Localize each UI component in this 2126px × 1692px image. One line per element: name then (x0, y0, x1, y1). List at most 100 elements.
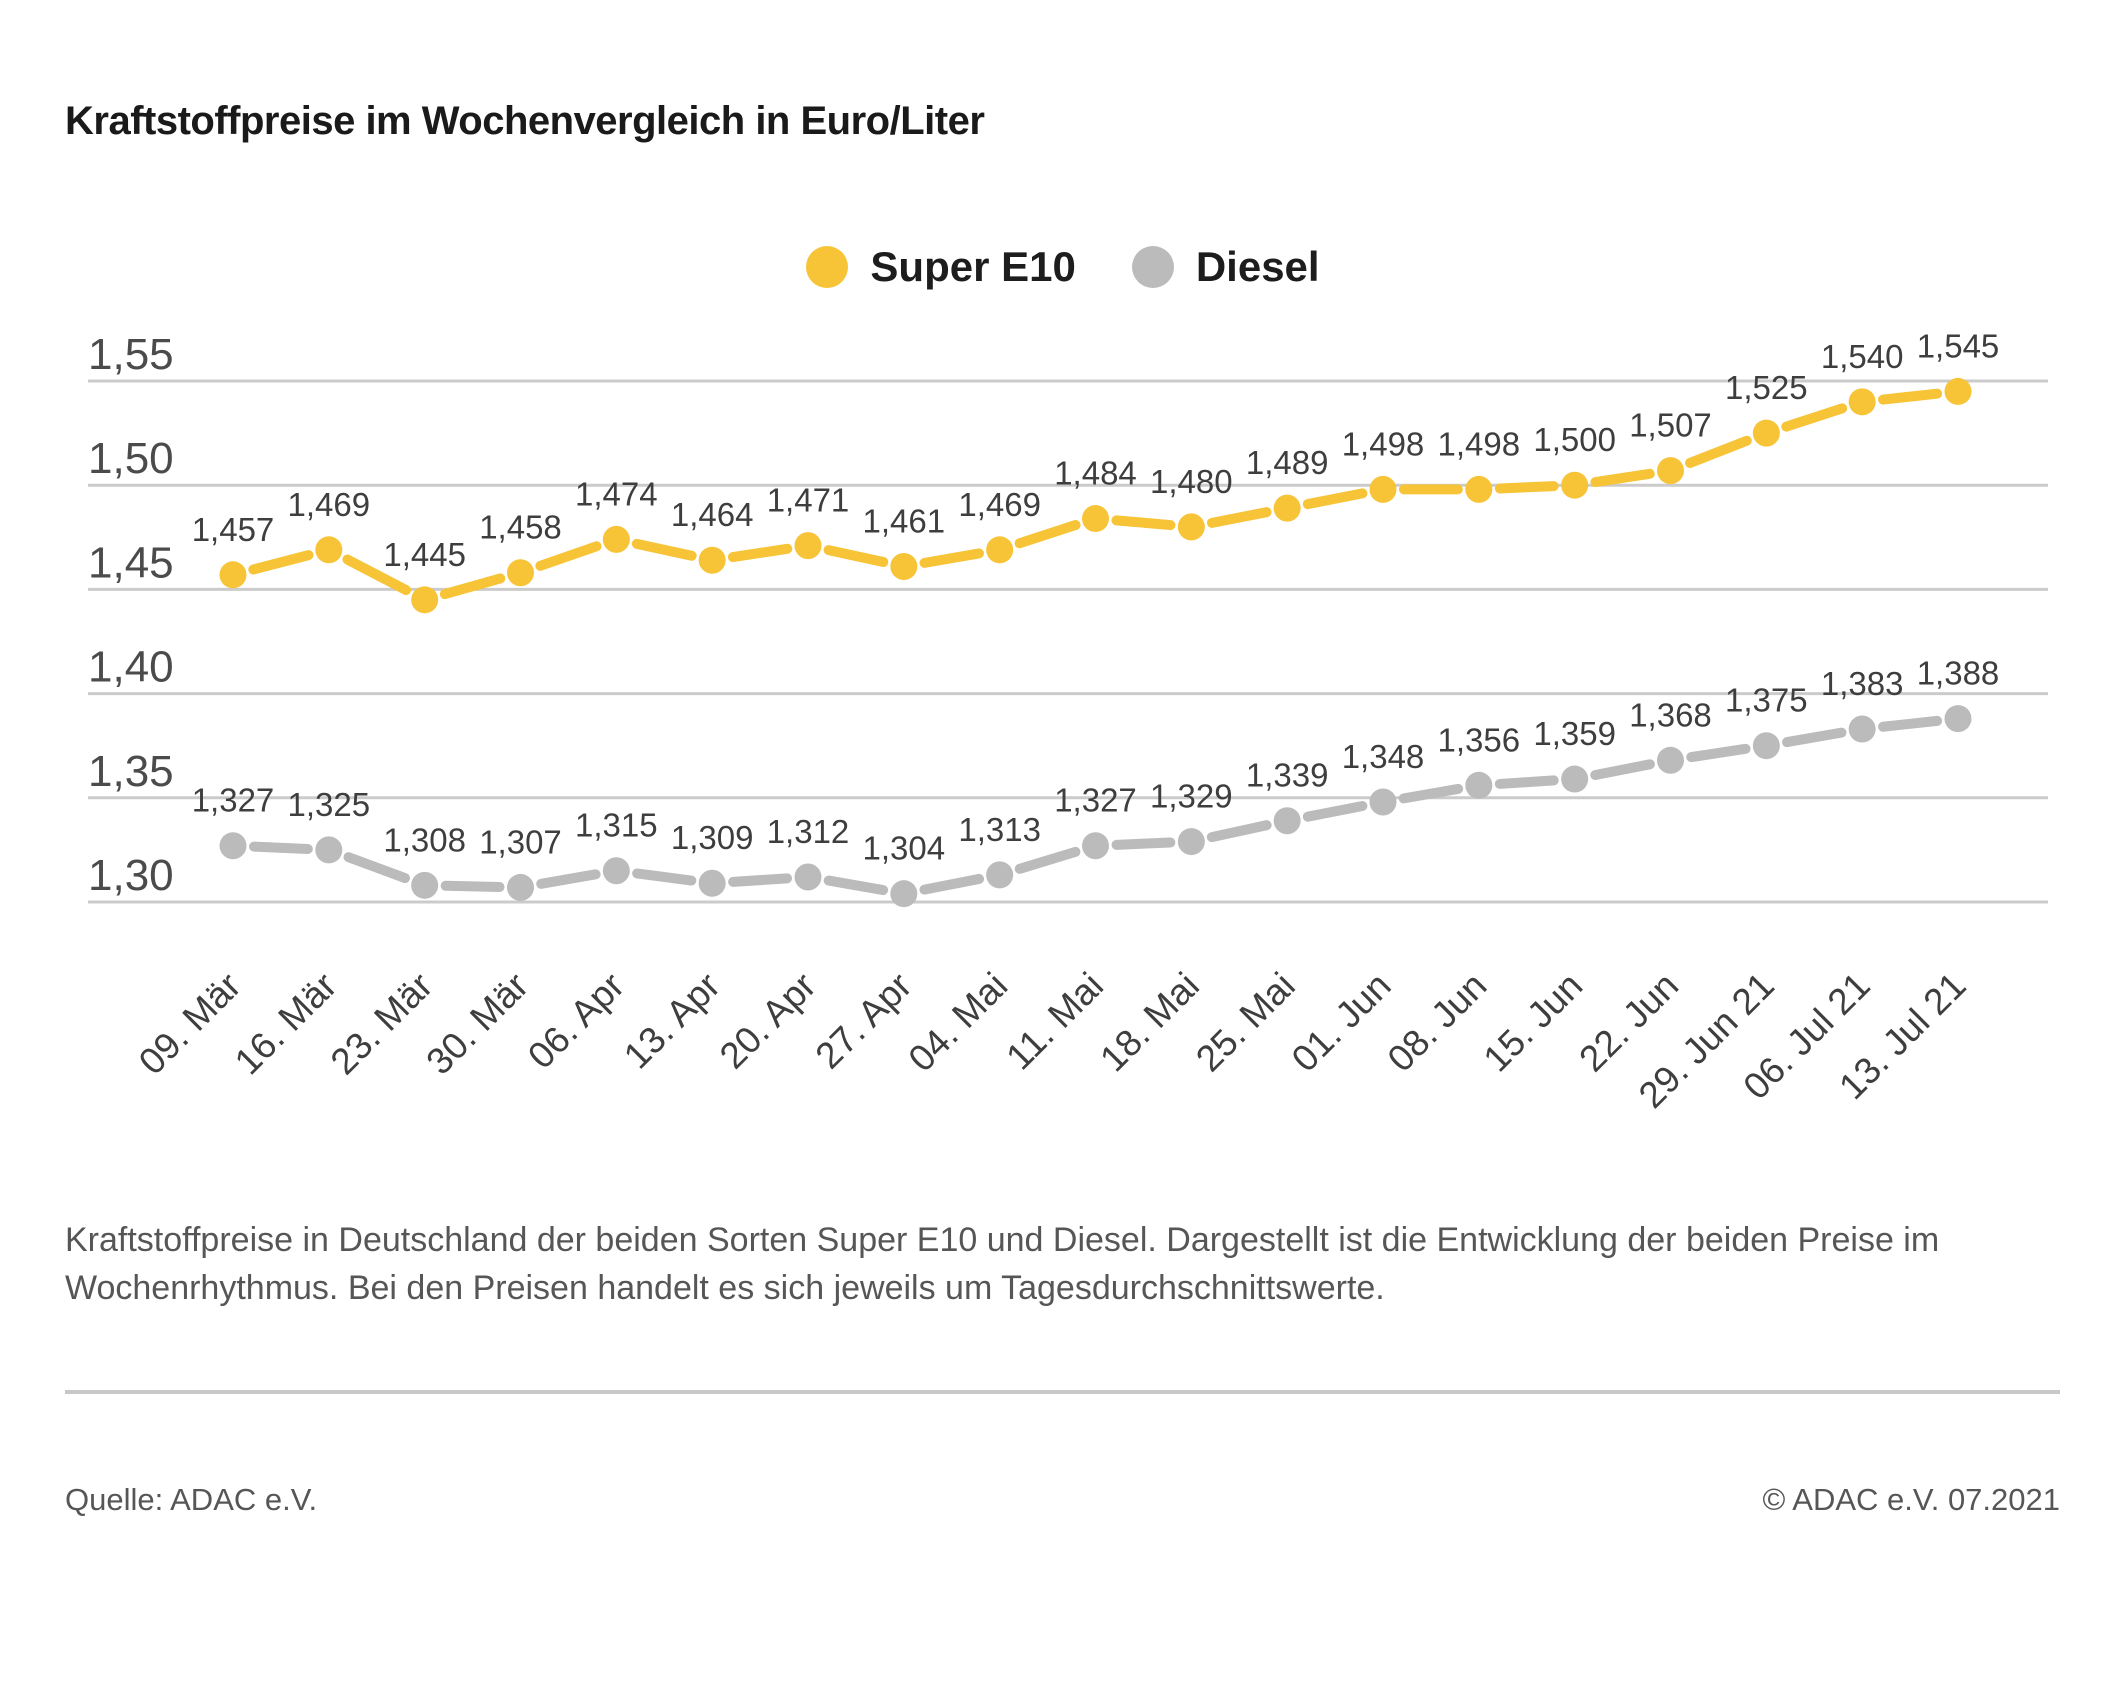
data-point-diesel (1657, 746, 1684, 774)
value-label-super-e10: 1,507 (1629, 407, 1712, 444)
series-diesel-segment (1111, 837, 1176, 850)
value-label-diesel: 1,312 (767, 813, 850, 850)
data-point-super-e10 (602, 525, 630, 553)
data-point-super-e10 (1177, 513, 1205, 541)
series-super-e10-segment (1590, 468, 1655, 488)
series-super-e10-segment (823, 545, 889, 568)
data-point-super-e10 (794, 532, 822, 560)
series-diesel-segment (632, 868, 697, 886)
x-tick-label: 25. Mai (1188, 965, 1303, 1080)
series-super-e10-segment (1685, 435, 1752, 468)
data-point-super-e10 (219, 561, 247, 589)
data-point-super-e10 (698, 546, 726, 574)
value-label-super-e10: 1,545 (1917, 327, 2000, 364)
series-diesel-segment (440, 880, 505, 892)
value-label-diesel: 1,315 (575, 807, 658, 844)
legend-item-diesel: Diesel (1131, 243, 1320, 291)
value-label-diesel: 1,356 (1438, 721, 1521, 758)
chart-caption: Kraftstoffpreise in Deutschland der beid… (65, 1216, 1965, 1313)
data-point-super-e10 (1465, 475, 1493, 503)
series-diesel-segment (1014, 846, 1081, 874)
x-tick-label: 16. Mär (227, 965, 345, 1083)
x-tick-label: 04. Mai (901, 965, 1016, 1080)
x-tick-label: 27. Apr (808, 965, 920, 1077)
value-label-diesel: 1,383 (1821, 665, 1904, 702)
y-tick-label: 1,55 (88, 330, 174, 379)
data-point-super-e10 (1944, 377, 1972, 405)
value-label-super-e10: 1,498 (1438, 425, 1521, 462)
data-point-diesel (794, 863, 822, 891)
data-point-super-e10 (1848, 388, 1876, 416)
value-label-diesel: 1,327 (192, 782, 275, 819)
value-label-super-e10: 1,489 (1246, 444, 1329, 481)
value-label-super-e10: 1,445 (383, 536, 466, 573)
series-diesel-segment (1686, 743, 1751, 763)
legend-label-diesel: Diesel (1195, 243, 1320, 290)
value-label-diesel: 1,304 (863, 830, 946, 867)
caption-line-1: Kraftstoffpreise in Deutschland der beid… (65, 1221, 1940, 1259)
series-diesel-segment (728, 873, 793, 887)
series-super-e10-segment (1302, 488, 1368, 510)
series-super-e10-segment (1878, 388, 1943, 405)
value-label-diesel: 1,313 (958, 811, 1041, 848)
data-point-super-e10 (890, 552, 918, 580)
value-label-super-e10: 1,500 (1533, 421, 1616, 458)
caption-line-2: Wochenrhythmus. Bei den Preisen handelt … (65, 1269, 1385, 1308)
value-label-diesel: 1,329 (1150, 778, 1233, 815)
series-diesel-segment (248, 841, 313, 854)
series-super-e10-segment (1111, 515, 1176, 531)
series-diesel-segment (1782, 727, 1847, 748)
value-label-super-e10: 1,461 (863, 502, 946, 539)
value-label-super-e10: 1,474 (575, 475, 658, 512)
data-point-super-e10 (1273, 494, 1301, 522)
data-point-diesel (1944, 705, 1972, 733)
data-point-diesel (1561, 765, 1589, 793)
data-point-diesel (1369, 788, 1397, 816)
value-label-diesel: 1,307 (479, 823, 562, 860)
x-tick-label: 30. Mär (418, 965, 536, 1083)
series-super-e10-segment (631, 538, 697, 561)
value-label-diesel: 1,327 (1054, 782, 1137, 819)
copyright-text: © ADAC e.V. 07.2021 (1762, 1482, 2060, 1517)
series-diesel-segment (343, 852, 410, 884)
series-diesel-segment (823, 875, 889, 896)
chart-legend: Super E10 Diesel (0, 243, 2126, 291)
y-tick-label: 1,35 (88, 747, 174, 796)
x-tick-label: 06. Apr (520, 965, 632, 1077)
value-label-diesel: 1,325 (288, 786, 371, 823)
value-label-super-e10: 1,540 (1821, 338, 1904, 375)
data-point-diesel (1273, 807, 1301, 835)
x-tick-label: 23. Mär (323, 965, 441, 1083)
value-label-super-e10: 1,469 (288, 486, 371, 523)
x-tick-label: 01. Jun (1284, 965, 1399, 1080)
series-diesel-segment (1398, 783, 1464, 804)
x-tick-label: 20. Apr (712, 965, 824, 1077)
diesel-dot-icon (1131, 246, 1174, 288)
legend-label-super-e10: Super E10 (870, 243, 1076, 290)
data-point-diesel (1848, 715, 1876, 743)
value-label-diesel: 1,388 (1917, 655, 2000, 692)
data-point-diesel (986, 861, 1014, 889)
value-label-diesel: 1,375 (1725, 682, 1808, 719)
data-point-diesel (315, 836, 343, 864)
value-label-super-e10: 1,471 (767, 482, 850, 519)
series-diesel-segment (1590, 759, 1655, 781)
x-tick-label: 08. Jun (1380, 965, 1495, 1080)
source-text: Quelle: ADAC e.V. (65, 1482, 318, 1517)
value-label-super-e10: 1,480 (1150, 463, 1233, 500)
series-diesel-segment (1302, 801, 1368, 822)
x-tick-label: 13. Apr (616, 965, 728, 1077)
data-point-diesel (698, 869, 726, 897)
legend-item-super-e10: Super E10 (806, 243, 1076, 291)
data-point-diesel (1082, 832, 1109, 860)
data-point-diesel (219, 832, 247, 860)
value-label-diesel: 1,339 (1246, 757, 1329, 794)
x-tick-label: 18. Mai (1092, 965, 1207, 1080)
y-tick-label: 1,30 (88, 851, 174, 900)
data-point-super-e10 (1657, 457, 1684, 485)
series-super-e10-segment (1014, 520, 1081, 549)
series-super-e10-segment (535, 541, 602, 571)
series-diesel-segment (1494, 775, 1559, 789)
series-super-e10-segment (439, 573, 506, 600)
